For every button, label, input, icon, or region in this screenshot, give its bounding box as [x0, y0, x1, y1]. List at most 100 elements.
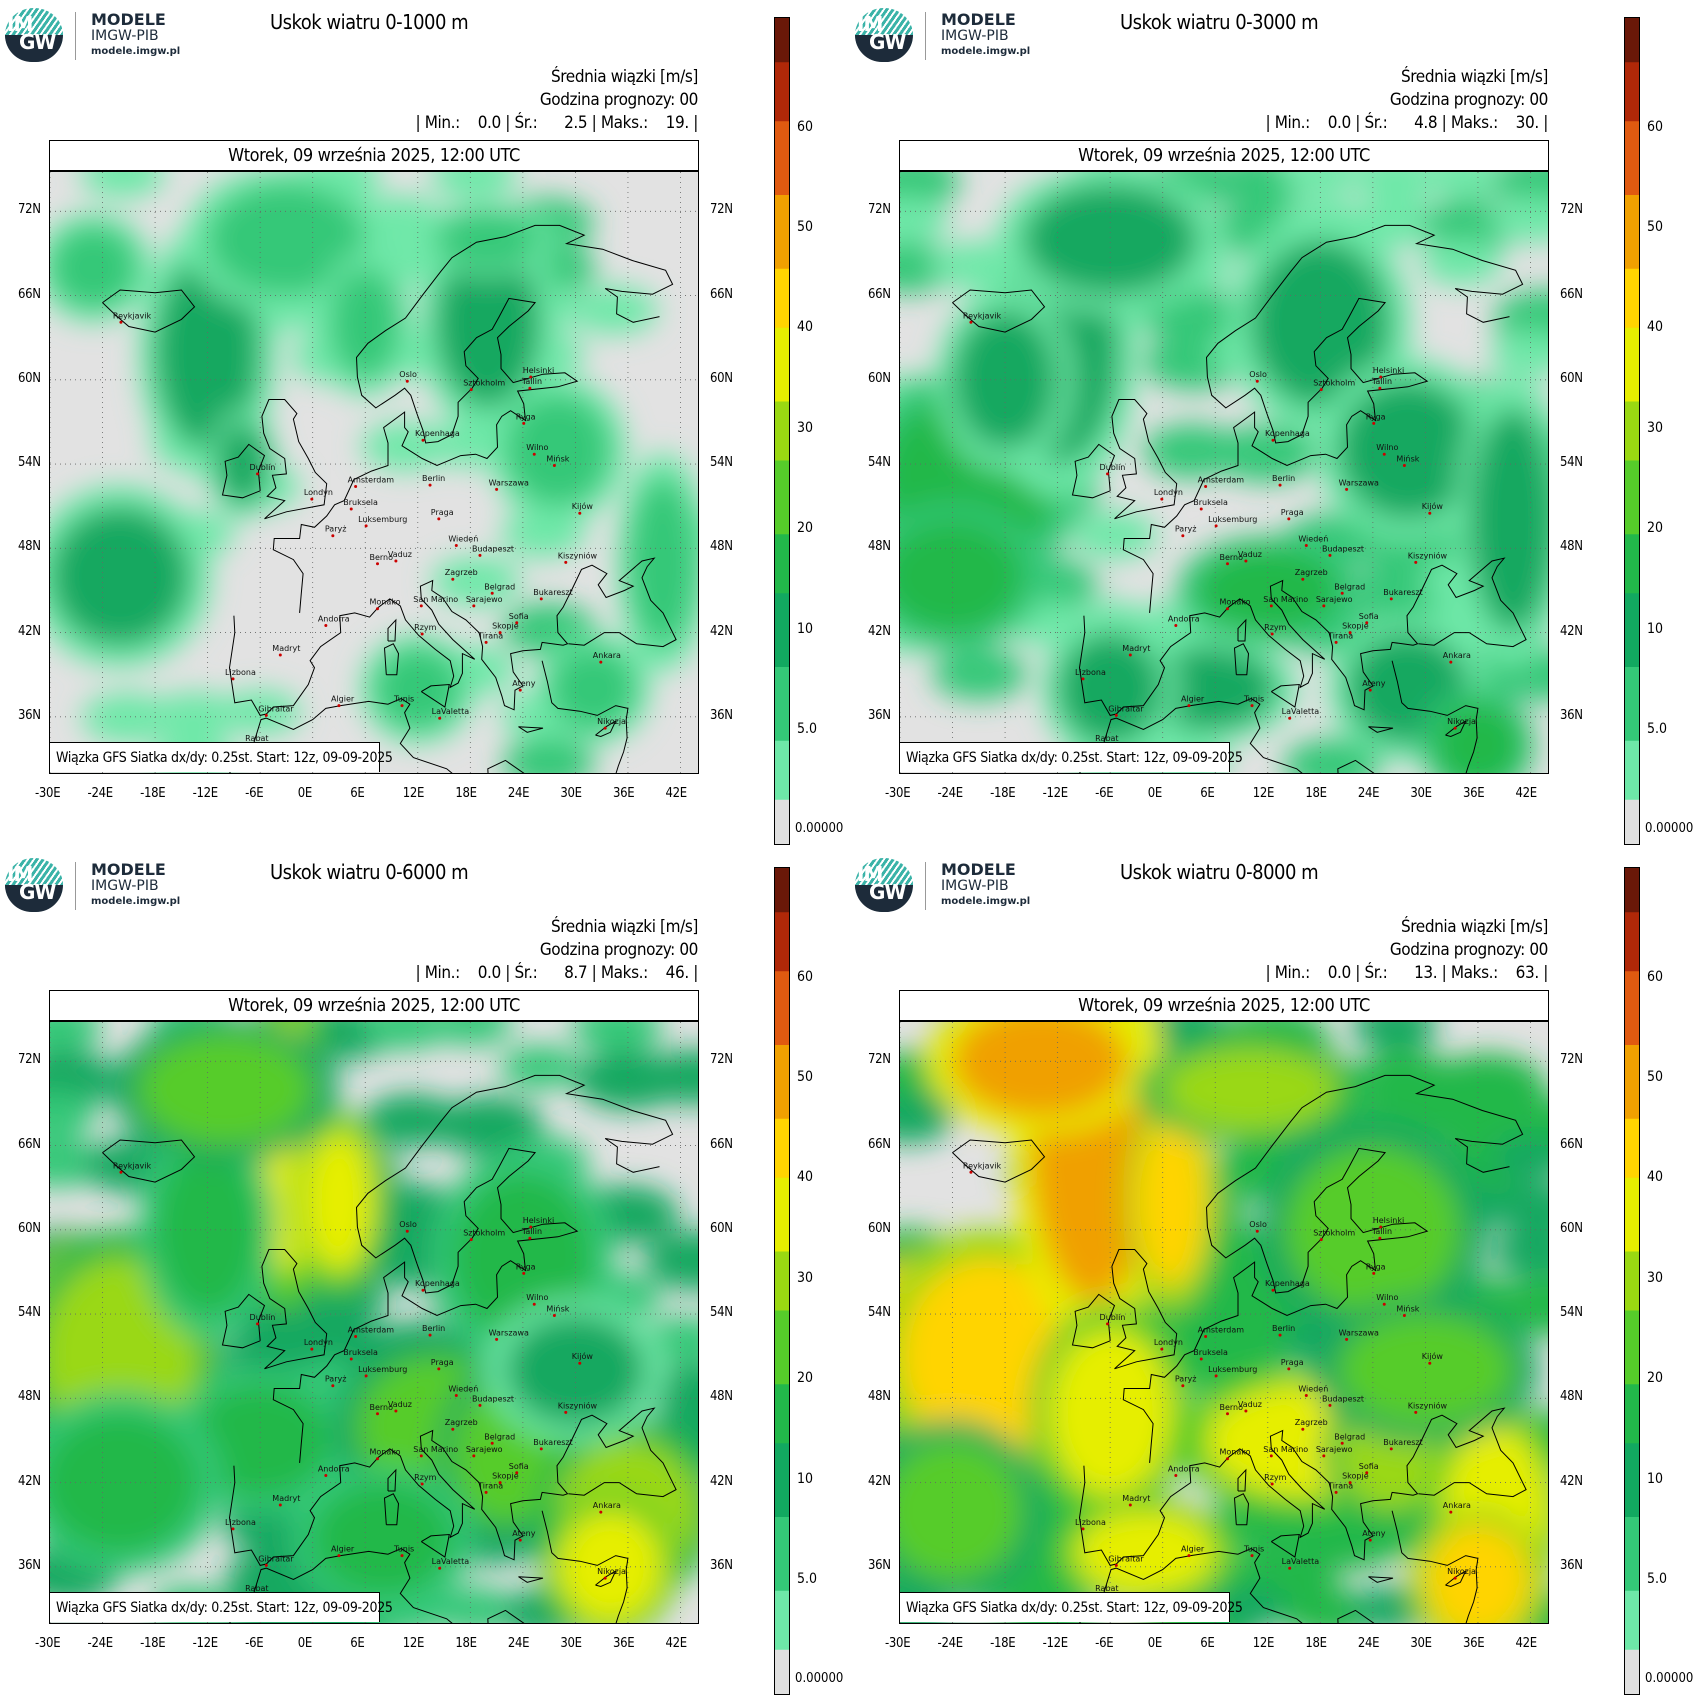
city-dot [1199, 1357, 1203, 1361]
city-dot [1428, 511, 1432, 515]
city-label: Wilno [526, 443, 548, 452]
lon-label: 24E [1357, 786, 1380, 801]
city-label: Berlin [1272, 474, 1295, 483]
lat-label-right: 42N [710, 1473, 733, 1489]
color-scale-step [775, 1030, 789, 1046]
color-scale-step [1625, 1443, 1639, 1459]
color-scale-step [1625, 1590, 1639, 1606]
color-scale-step [775, 534, 789, 550]
color-scale-step [775, 445, 789, 461]
city-label: Tallin [521, 377, 542, 386]
lon-label: -6E [1095, 1636, 1114, 1651]
city-dot [1368, 1538, 1372, 1542]
city-label: Dublin [250, 1313, 276, 1322]
city-label: Andorra [1168, 1465, 1200, 1474]
color-scale-step [1625, 608, 1639, 624]
lat-label-right: 42N [1560, 1473, 1583, 1489]
color-scale-step [775, 1679, 789, 1694]
city-dot [337, 1554, 341, 1558]
city-dot [529, 375, 533, 379]
color-scale-step [1625, 401, 1639, 417]
field-patch [430, 1022, 513, 1046]
lon-label: -18E [140, 786, 166, 801]
city-dot [1244, 1409, 1248, 1413]
color-scale-tick: 40 [1647, 319, 1664, 335]
color-scale-step [1625, 1251, 1639, 1267]
city-dot [1319, 388, 1323, 392]
city-dot [420, 632, 424, 636]
city-dot [603, 726, 607, 730]
color-scale-step [775, 1222, 789, 1238]
field-patch [1282, 1587, 1375, 1623]
lon-label: 0E [1147, 786, 1163, 801]
shear-field [900, 172, 1548, 773]
color-scale-step [1625, 150, 1639, 166]
color-scale-step [775, 519, 789, 535]
city-label: Vaduz [388, 550, 412, 559]
city-label: Gibraltar [258, 704, 294, 713]
city-label: Helsinki [523, 1216, 554, 1225]
color-scale-step [1625, 1133, 1639, 1149]
city-label: Mińsk [546, 454, 569, 463]
city-dot [1319, 1238, 1323, 1242]
city-label: Ryga [516, 412, 536, 421]
city-dot [1255, 1229, 1259, 1233]
logo-mark-bottom: GW [869, 30, 906, 54]
field-patch [627, 478, 698, 647]
logo-divider [75, 12, 76, 60]
city-label: Kijów [572, 501, 594, 511]
city-label: Kijów [1422, 1351, 1444, 1361]
city-label: Algier [331, 695, 355, 704]
color-scale-step [775, 755, 789, 771]
color-scale-step [1625, 1000, 1639, 1016]
color-scale-step [775, 1192, 789, 1208]
city-label: Ateny [1362, 679, 1385, 688]
city-dot [310, 1347, 314, 1351]
logo-url: modele.imgw.pl [941, 46, 1031, 57]
field-patch [1213, 424, 1318, 483]
lat-label-right: 60N [1560, 1220, 1583, 1236]
lon-label: 0E [1147, 1636, 1163, 1651]
color-scale-tick: 20 [1647, 520, 1664, 536]
city-label: Ankara [1443, 1501, 1471, 1510]
lat-label-right: 48N [1560, 1389, 1583, 1405]
color-scale-step [775, 268, 789, 284]
coastline [1071, 443, 1116, 499]
color-scale-step [1625, 755, 1639, 771]
field-patch [1280, 172, 1361, 195]
logo-url: modele.imgw.pl [91, 896, 181, 907]
color-scale-step [1625, 490, 1639, 506]
city-label: Bruksela [1193, 1348, 1228, 1357]
graticule [900, 1022, 1548, 1623]
city-dot [1187, 1554, 1191, 1558]
lon-label: 12E [1252, 786, 1275, 801]
city-label: Skopje [492, 622, 519, 631]
city-label: Rzym [1264, 623, 1286, 632]
city-label: Paryż [1175, 1375, 1197, 1384]
city-dot [495, 1337, 499, 1341]
forecast-hour-label: Godzina prognozy: 00 [539, 940, 699, 960]
field-patch [1071, 511, 1158, 560]
color-scale-step [1625, 416, 1639, 432]
city-label: Kiszyniów [1408, 550, 1448, 560]
field-patch [80, 172, 166, 198]
logo-url: modele.imgw.pl [91, 46, 181, 57]
city-dot [119, 320, 123, 324]
lat-label-right: 60N [710, 1220, 733, 1236]
color-scale-step [775, 1649, 789, 1665]
city-label: Sztokholm [463, 379, 505, 388]
city-markers: Reykjavik Dublin Londyn Amsterdam Bruksela Lu… [963, 1161, 1476, 1597]
city-label: Lizbona [225, 1518, 256, 1527]
city-label: Zagrzeb [445, 568, 478, 577]
coastline [1237, 1468, 1247, 1492]
lon-label: 30E [1410, 786, 1432, 801]
color-scale-step [775, 1281, 789, 1297]
city-dot [1345, 487, 1349, 491]
logo-mark-top: IM [7, 12, 33, 36]
color-scale-canvas [1625, 868, 1639, 1694]
variable-label: Średnia wiązki [m/s] [550, 917, 698, 937]
color-scale-step [1625, 726, 1639, 742]
logo-mark-bottom: GW [19, 30, 56, 54]
lon-label: -18E [140, 1636, 166, 1651]
wind-shear-map: Reykjavik Dublin Londyn Amsterdam Bruksela Lu… [899, 171, 1549, 774]
